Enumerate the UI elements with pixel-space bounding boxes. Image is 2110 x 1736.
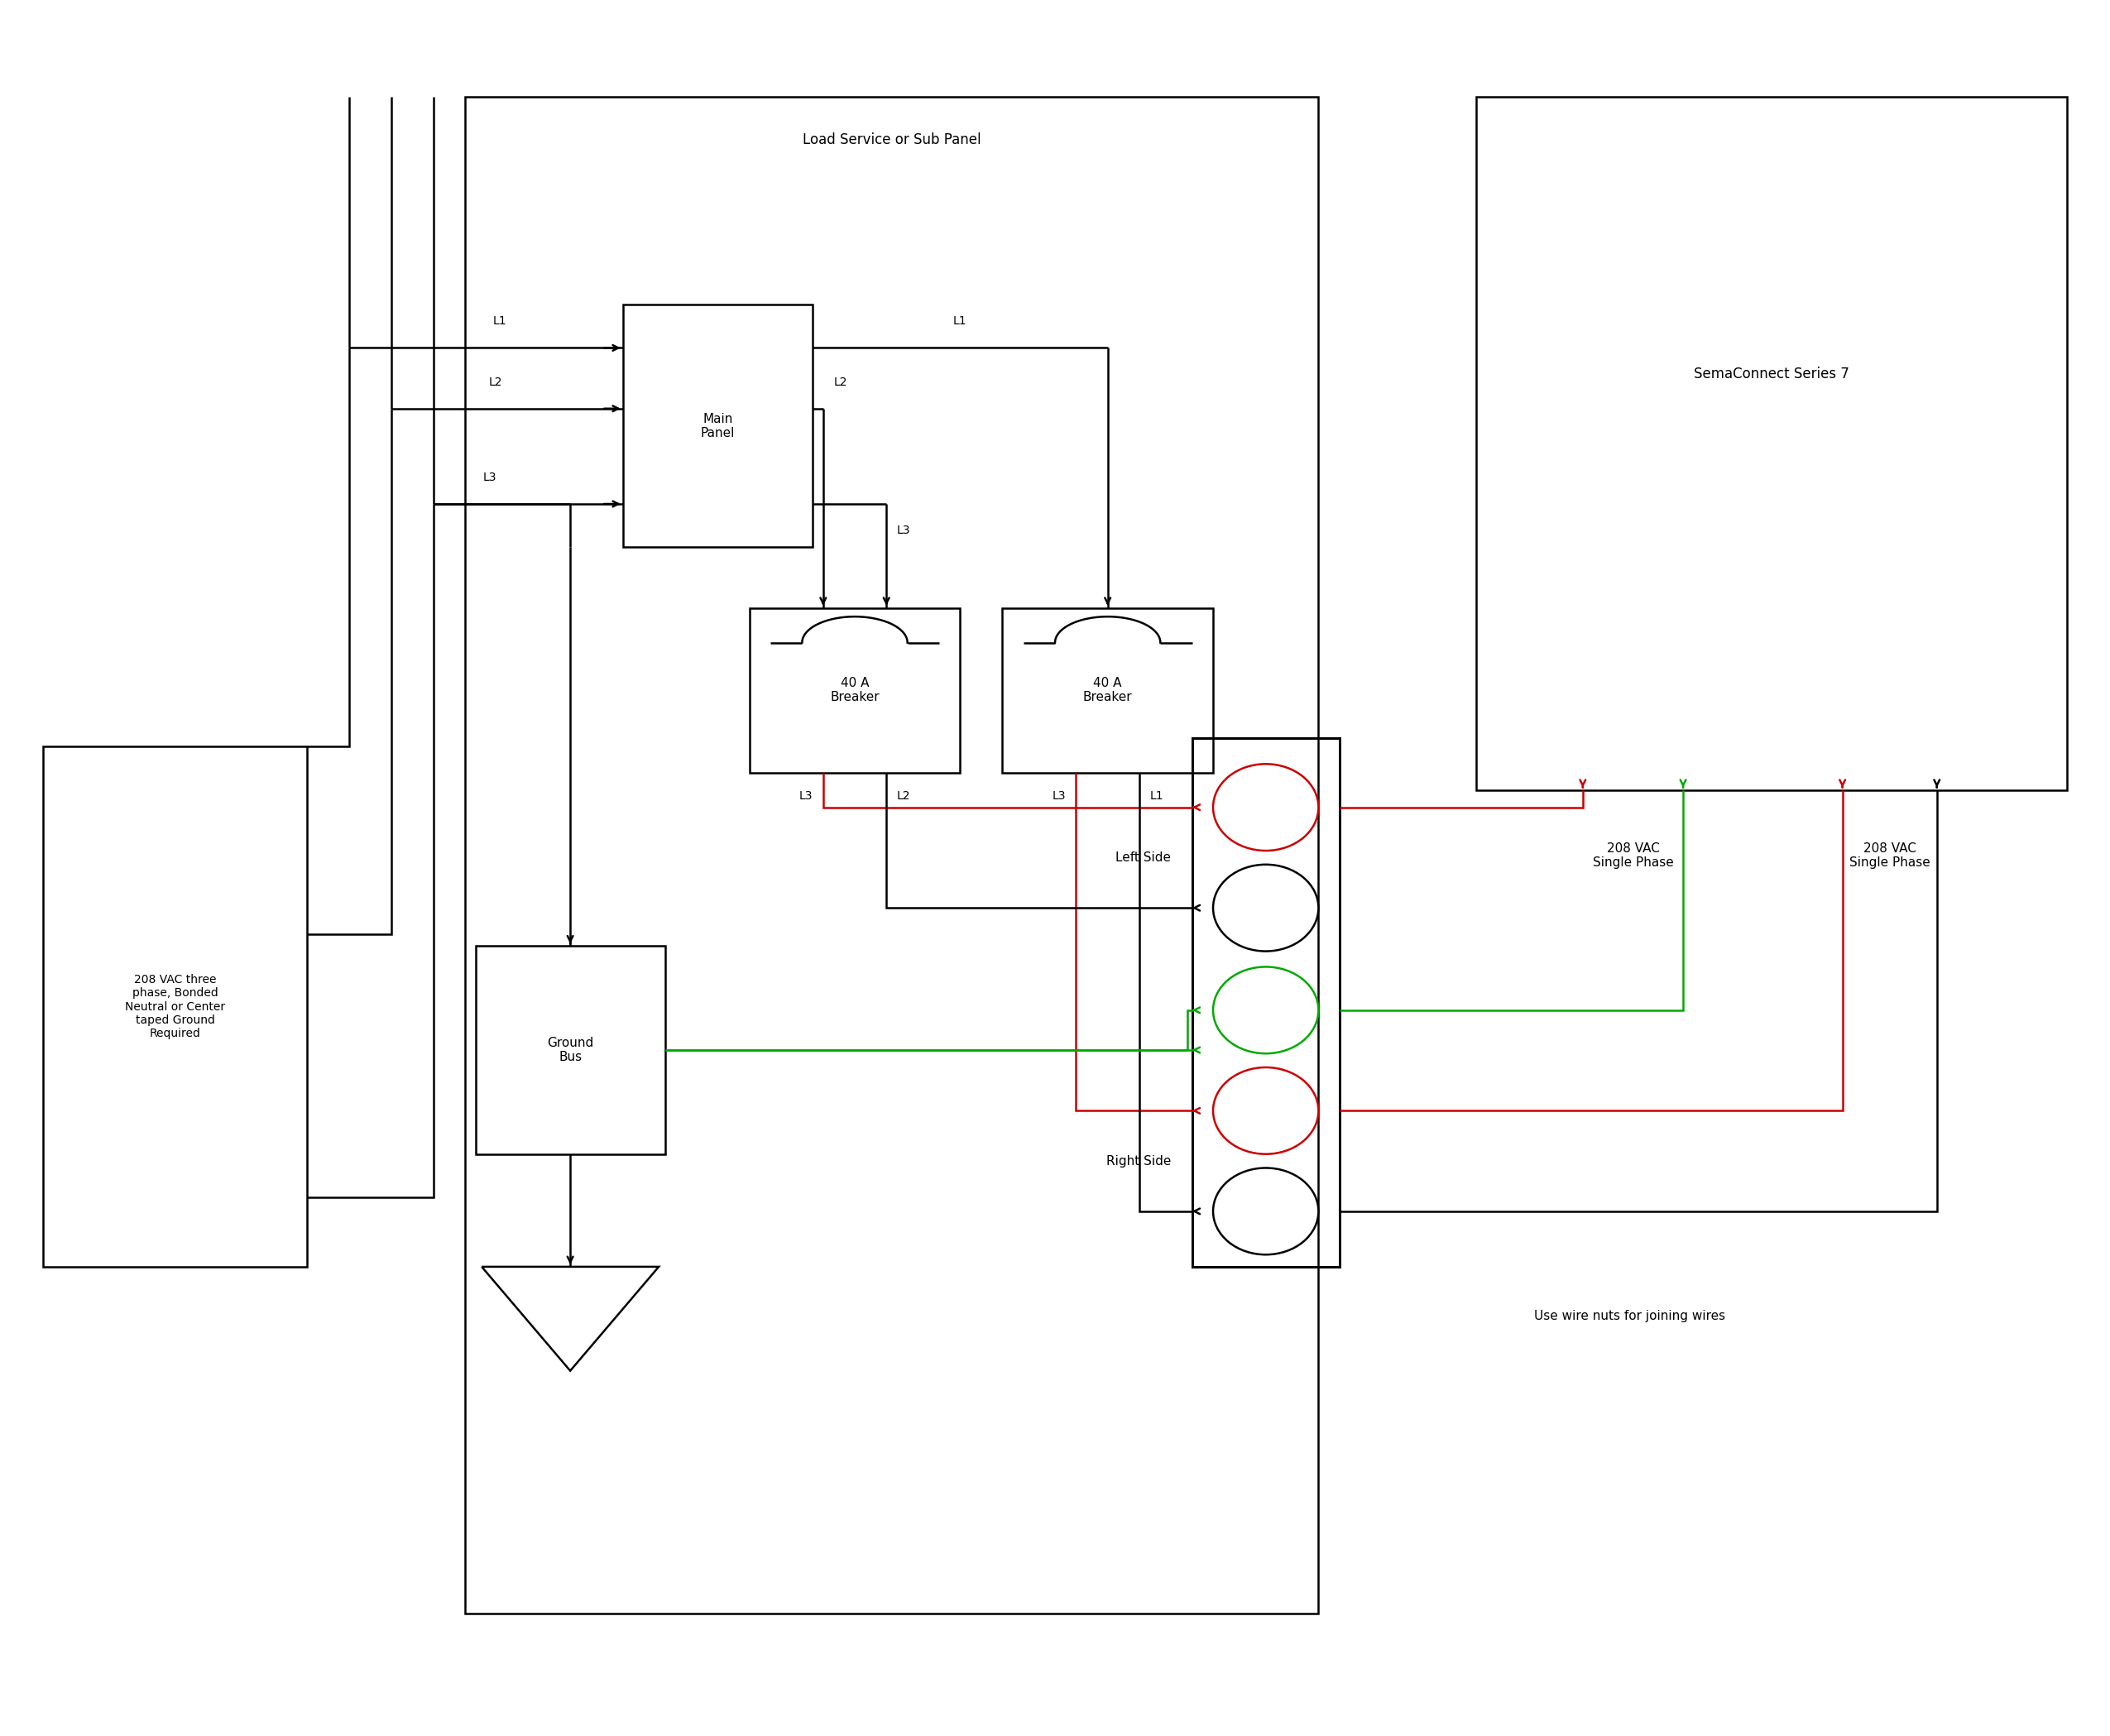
Circle shape — [1213, 1068, 1319, 1154]
Text: Load Service or Sub Panel: Load Service or Sub Panel — [802, 132, 981, 148]
Text: 40 A
Breaker: 40 A Breaker — [829, 677, 880, 703]
Text: Ground
Bus: Ground Bus — [546, 1036, 593, 1064]
Bar — [1002, 608, 1213, 773]
Text: L3: L3 — [800, 790, 812, 802]
Circle shape — [1213, 1168, 1319, 1255]
Text: Left Side: Left Side — [1116, 851, 1171, 865]
Text: L1: L1 — [494, 316, 506, 326]
Bar — [44, 746, 306, 1267]
Text: L1: L1 — [954, 316, 966, 326]
Circle shape — [1213, 865, 1319, 951]
Text: L3: L3 — [483, 472, 498, 483]
Bar — [464, 97, 1319, 1613]
Circle shape — [1213, 967, 1319, 1054]
Text: Use wire nuts for joining wires: Use wire nuts for joining wires — [1534, 1311, 1726, 1323]
Text: 208 VAC
Single Phase: 208 VAC Single Phase — [1593, 842, 1673, 868]
Text: L2: L2 — [897, 790, 912, 802]
Text: 208 VAC three
phase, Bonded
Neutral or Center
taped Ground
Required: 208 VAC three phase, Bonded Neutral or C… — [124, 974, 226, 1040]
Bar — [1192, 738, 1340, 1267]
Text: L1: L1 — [1150, 790, 1163, 802]
Text: 208 VAC
Single Phase: 208 VAC Single Phase — [1848, 842, 1931, 868]
Text: SemaConnect Series 7: SemaConnect Series 7 — [1694, 366, 1848, 382]
Bar — [1477, 97, 2066, 790]
Text: Main
Panel: Main Panel — [701, 413, 734, 439]
Circle shape — [1213, 764, 1319, 851]
Bar — [475, 946, 665, 1154]
Text: Right Side: Right Side — [1106, 1154, 1171, 1167]
Text: 40 A
Breaker: 40 A Breaker — [1082, 677, 1133, 703]
Bar — [749, 608, 960, 773]
Text: L2: L2 — [833, 377, 848, 387]
Text: L3: L3 — [1053, 790, 1066, 802]
Bar — [622, 304, 812, 547]
Text: L3: L3 — [897, 524, 912, 536]
Text: L2: L2 — [490, 377, 502, 387]
